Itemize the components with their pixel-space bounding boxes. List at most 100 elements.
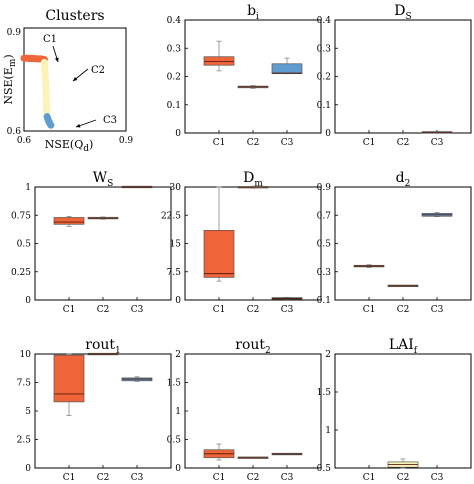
panel-title-base: LAI (389, 337, 414, 353)
ytick-label: 0.2 (167, 73, 181, 83)
panel-title: d2 (396, 170, 411, 189)
xtick-label: C3 (431, 305, 444, 315)
box-c1-body (203, 56, 235, 66)
xtick-label: C2 (247, 138, 260, 148)
ytick-label: 0.1 (317, 101, 331, 111)
panel-frame (34, 186, 172, 301)
ytick-label: 2 (325, 350, 331, 360)
panel-ws: WS 0 0.25 0.5 0.75 1 C1 C2 C3 (11, 170, 172, 315)
panel-title-base: d (396, 170, 405, 186)
xtick-label: C1 (363, 305, 376, 315)
panel-dm: Dm 0 7.5 15 22.5 30 C1 C2 C3 (161, 170, 322, 315)
xtick-label: C1 (213, 473, 226, 483)
cluster-c2-point (42, 79, 49, 87)
xtick-label: C2 (397, 473, 410, 483)
clusters-xtick-label: 0.9 (119, 136, 134, 146)
xtick-label: C1 (363, 473, 376, 483)
panel-title-sub: S (107, 179, 113, 189)
panel-d2: d2 0.1 0.3 0.5 0.7 0.9 C1 C2 C3 (317, 170, 472, 315)
cluster-c3-point (47, 121, 55, 129)
panel-title-base: rout (85, 337, 115, 353)
xtick-label: C3 (131, 305, 144, 315)
cluster-c2-point (41, 59, 48, 66)
clusters-frame (23, 27, 127, 132)
box-c1-body (53, 217, 85, 225)
panel-title: DS (394, 3, 411, 22)
ytick-label: 5 (25, 407, 31, 417)
ytick-label: 0.25 (11, 268, 31, 278)
ytick-label: 0.3 (317, 44, 332, 54)
clusters-ylabel: NSE(Em) (2, 54, 18, 104)
panel-title: rout2 (235, 337, 271, 356)
ytick-label: 0.7 (317, 211, 332, 221)
ytick-label: 0.1 (167, 101, 181, 111)
clusters-ylabel-sub: m (8, 58, 18, 67)
ytick-label: 2.5 (17, 436, 32, 446)
ytick-label: 1.5 (317, 388, 332, 398)
clusters-ylabel-close: ) (2, 54, 15, 58)
clusters-xlabel-sub: d (83, 144, 89, 154)
ytick-label: 1.5 (167, 379, 182, 389)
panel-title-base: rout (235, 337, 265, 353)
panel-title-sub: m (254, 179, 263, 189)
annotation-arrow-head (73, 76, 78, 81)
ytick-label: 0 (175, 296, 181, 306)
ytick-label: 0 (175, 129, 181, 139)
clusters-ylabel-base: NSE(E (2, 67, 15, 105)
xtick-label: C3 (131, 473, 144, 483)
ytick-label: 1 (25, 183, 31, 193)
panel-title-sub: i (256, 12, 259, 22)
clusters-xtick-label: 0.6 (17, 136, 32, 146)
ytick-label: 0.75 (11, 211, 31, 221)
clusters-xlabel-base: NSE(Q (45, 138, 84, 151)
ytick-label: 1 (175, 407, 181, 417)
xtick-label: C1 (363, 138, 376, 148)
ytick-label: 30 (170, 183, 182, 193)
panel-title-sub: S (406, 12, 412, 22)
xtick-label: C2 (97, 305, 110, 315)
ytick-label: 0.5 (167, 436, 182, 446)
xtick-label: C2 (97, 473, 110, 483)
ytick-label: 0.5 (17, 240, 32, 250)
cluster-c2-point (42, 90, 50, 97)
clusters-xlabel: NSE(Qd) (45, 138, 94, 154)
panel-title: LAIf (389, 337, 418, 356)
cluster-c2-point (43, 100, 50, 107)
ytick-label: 0.9 (317, 183, 332, 193)
ytick-label: 0.5 (317, 464, 332, 474)
clusters-ytick-label: 0.6 (7, 127, 22, 137)
panel-title: Dm (243, 170, 263, 189)
box-c3-body (271, 63, 303, 75)
panel-frame (334, 353, 472, 469)
xtick-label: C3 (281, 138, 294, 148)
xtick-label: C3 (431, 473, 444, 483)
ytick-label: 0.3 (167, 44, 182, 54)
xtick-label: C3 (431, 138, 444, 148)
xtick-label: C2 (247, 473, 260, 483)
panel-frame (184, 19, 322, 134)
clusters-xlabel-close: ) (89, 138, 93, 151)
clusters-ytick-label: 0.9 (7, 28, 22, 38)
ytick-label: 0.4 (167, 16, 182, 26)
ytick-label: 7.5 (17, 379, 32, 389)
panel-title-sub: 1 (115, 346, 121, 356)
annotation-arrow-head (54, 57, 59, 62)
ytick-label: 22.5 (161, 211, 181, 221)
xtick-label: C1 (63, 305, 76, 315)
ytick-label: 0.3 (317, 268, 332, 278)
clusters-title: Clusters (45, 8, 104, 24)
panel-title: rout1 (85, 337, 121, 356)
ytick-label: 10 (20, 350, 32, 360)
xtick-label: C2 (247, 305, 260, 315)
panel-title-base: W (93, 170, 108, 186)
cluster-c2-point (41, 69, 49, 76)
annotation-arrow-head (76, 123, 81, 128)
ytick-label: 0.4 (317, 16, 332, 26)
ytick-label: 0 (175, 464, 181, 474)
panel-title-base: D (243, 170, 254, 186)
ytick-label: 1 (325, 426, 331, 436)
